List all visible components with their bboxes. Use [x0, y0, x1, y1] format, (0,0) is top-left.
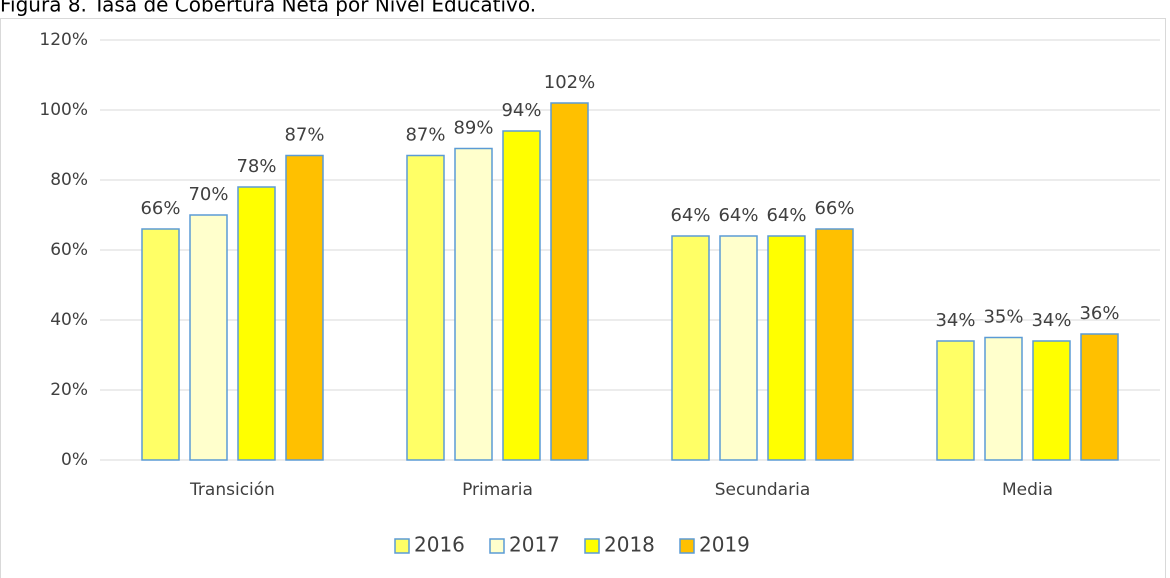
bar: [767, 235, 806, 461]
value-label: 87%: [284, 125, 324, 146]
x-tick-label: Secundaria: [715, 480, 810, 500]
y-tick-label: 100%: [39, 100, 88, 120]
y-tick-label: 80%: [50, 170, 88, 190]
chart-border: [0, 18, 1166, 578]
value-label: 64%: [766, 205, 806, 226]
bar: [502, 130, 541, 461]
legend-label: 2019: [699, 533, 750, 557]
x-tick-label: Media: [1002, 480, 1053, 500]
bar: [454, 147, 493, 461]
value-label: 64%: [670, 205, 710, 226]
value-label: 66%: [814, 198, 854, 219]
bar: [406, 154, 445, 461]
value-label: 94%: [501, 100, 541, 121]
value-label: 34%: [1031, 310, 1071, 331]
bar: [815, 228, 854, 461]
bar: [237, 186, 276, 461]
bar: [984, 336, 1023, 461]
value-label: 78%: [236, 156, 276, 177]
value-label: 36%: [1079, 303, 1119, 324]
legend-label: 2017: [509, 533, 560, 557]
bar: [671, 235, 710, 461]
chart-title: Figura 8. Tasa de Cobertura Neta por Niv…: [0, 0, 536, 17]
value-label: 35%: [983, 307, 1023, 328]
value-label: 102%: [544, 72, 595, 93]
y-tick-label: 40%: [50, 310, 88, 330]
legend-label: 2016: [414, 533, 465, 557]
value-label: 34%: [935, 310, 975, 331]
legend-label: 2018: [604, 533, 655, 557]
bar: [189, 214, 228, 461]
legend-swatch: [679, 538, 695, 554]
value-label: 66%: [140, 198, 180, 219]
legend-swatch: [584, 538, 600, 554]
bar: [141, 228, 180, 461]
y-tick-label: 20%: [50, 380, 88, 400]
value-label: 70%: [188, 184, 228, 205]
bar: [719, 235, 758, 461]
legend-swatch: [394, 538, 410, 554]
value-label: 89%: [453, 118, 493, 139]
y-tick-label: 0%: [61, 450, 88, 470]
bar: [1032, 340, 1071, 461]
bar: [1080, 333, 1119, 461]
x-tick-label: Transición: [189, 480, 275, 500]
value-label: 64%: [718, 205, 758, 226]
bar: [285, 154, 324, 461]
legend-swatch: [489, 538, 505, 554]
bar: [936, 340, 975, 461]
bar: [550, 102, 589, 461]
value-label: 87%: [405, 125, 445, 146]
y-tick-label: 120%: [39, 30, 88, 50]
y-tick-label: 60%: [50, 240, 88, 260]
x-tick-label: Primaria: [462, 480, 533, 500]
